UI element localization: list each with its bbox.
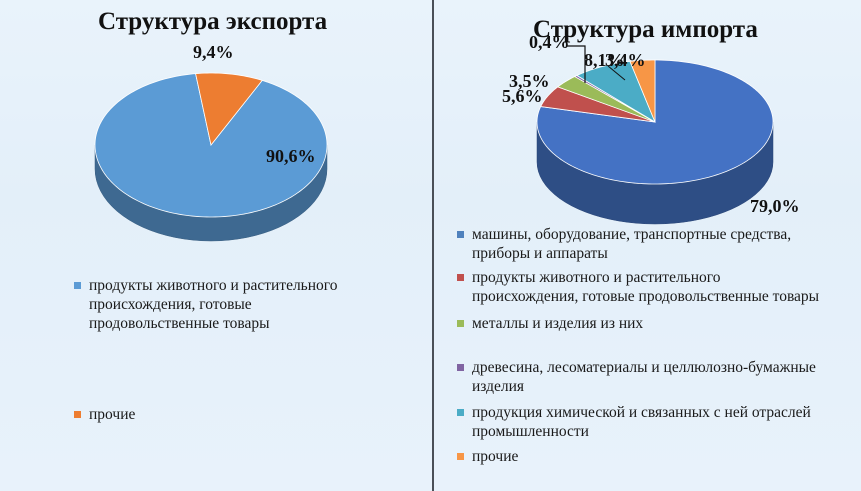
import-legend-swatch xyxy=(457,364,464,371)
import-slice-1 xyxy=(540,86,656,123)
export-pie-chart xyxy=(94,72,328,242)
import-leader-line-chemical xyxy=(607,65,626,81)
import-legend-swatch xyxy=(457,274,464,281)
export-legend-line: прочие xyxy=(89,406,136,423)
import-slice-4 xyxy=(576,60,656,123)
import-legend-swatch xyxy=(457,320,464,327)
import-slice-2 xyxy=(556,76,656,123)
import-legend-line: машины, оборудование, транспортные средс… xyxy=(472,226,792,243)
import-legend-line: происхождения, готовые продовольственные… xyxy=(472,288,820,305)
export-pie-tops xyxy=(94,72,328,218)
import-leader-line-wood xyxy=(566,45,586,83)
import-legend-line: изделия xyxy=(472,378,525,395)
panel-divider xyxy=(432,0,434,491)
export-label-other: 9,4% xyxy=(193,42,234,62)
import-legend-line: промышленности xyxy=(472,423,589,440)
export-legend-line: происхождения, готовые xyxy=(89,296,252,313)
import-legend-swatch xyxy=(457,409,464,416)
import-label-food: 5,6% xyxy=(502,86,543,106)
import-label-wood: 0,4% xyxy=(529,32,570,52)
export-chart-panel: Структура экспорта 9,4% 90,6% продукты ж… xyxy=(74,8,338,423)
export-chart-title: Структура экспорта xyxy=(98,8,328,35)
import-legend-swatch xyxy=(457,231,464,238)
export-legend-line: продукты животного и растительного xyxy=(89,277,338,294)
export-label-food: 90,6% xyxy=(266,146,316,166)
import-chart-title: Структура импорта xyxy=(533,16,758,43)
import-slice-5 xyxy=(629,59,656,123)
import-legend-swatch xyxy=(457,453,464,460)
import-leader-lines xyxy=(566,45,626,83)
export-legend-swatch-other xyxy=(74,411,81,418)
import-legend-line: прочие xyxy=(472,448,519,465)
import-chart-panel: Структура импорта 0,4% 8,1% 3,4% 3,5% 5,… xyxy=(435,0,861,491)
import-label-metals: 3,5% xyxy=(509,71,550,91)
import-legend-line: приборы и аппараты xyxy=(472,245,608,262)
import-legend-line: продукция химической и связанных с ней о… xyxy=(472,404,811,421)
import-label-chemical: 8,1% xyxy=(584,50,625,70)
import-pie-chart xyxy=(536,45,774,225)
import-pie-tops xyxy=(536,59,774,185)
import-label-other: 3,4% xyxy=(605,50,646,70)
import-legend-line: металлы и изделия из них xyxy=(472,315,644,332)
export-legend-line: продовольственные товары xyxy=(89,315,270,332)
export-slice-1 xyxy=(195,72,263,146)
import-legend-line: древесина, лесоматериалы и целлюлозно-бу… xyxy=(472,359,816,376)
import-label-machines: 79,0% xyxy=(750,196,800,216)
export-legend-swatch-food xyxy=(74,282,81,289)
import-legend-line: продукты животного и растительного xyxy=(472,269,721,286)
